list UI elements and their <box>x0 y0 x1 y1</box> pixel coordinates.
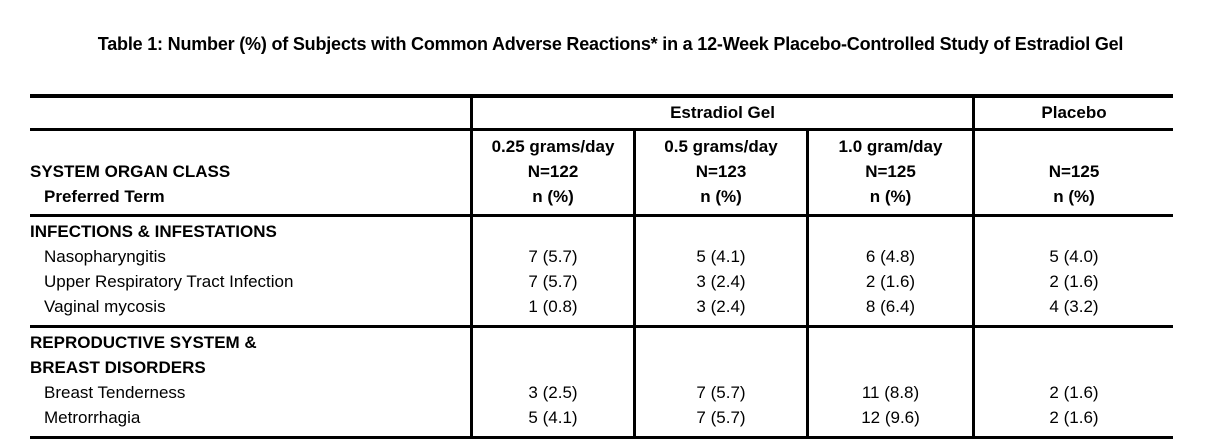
value: 2 (1.6) <box>1049 408 1099 427</box>
dose2-dose: 0.5 grams/day <box>664 137 778 156</box>
value: 8 (6.4) <box>865 297 916 316</box>
column-header-dose2: 0.5 grams/day N=123 n (%) <box>633 131 806 214</box>
spacer-line <box>473 219 633 244</box>
section-infections-dose1-values: 7 (5.7) 7 (5.7) 1 (0.8) <box>470 217 633 325</box>
term: Upper Respiratory Tract Infection <box>44 272 294 291</box>
dose3-unit: n (%) <box>869 187 912 206</box>
spacer-line <box>975 355 1173 380</box>
term: Metrorrhagia <box>44 408 141 427</box>
stub-header-line1: SYSTEM ORGAN CLASS <box>30 162 231 181</box>
section-infections: INFECTIONS & INFESTATIONS Nasopharyngiti… <box>30 217 1173 328</box>
section-header: INFECTIONS & INFESTATIONS <box>30 222 277 241</box>
section-infections-placebo-values: 5 (4.0) 2 (1.6) 4 (3.2) <box>972 217 1173 325</box>
value: 3 (2.5) <box>528 383 578 402</box>
group-header-stub-cell <box>30 98 470 128</box>
value: 11 (8.8) <box>861 383 920 402</box>
spacer-line <box>30 134 470 159</box>
value: 7 (5.7) <box>528 272 578 291</box>
spacer-line <box>473 330 633 355</box>
value: 1 (0.8) <box>528 297 578 316</box>
placebo-n: N=125 <box>1048 162 1100 181</box>
section-reproductive-placebo-values: 2 (1.6) 2 (1.6) <box>972 328 1173 436</box>
value: 7 (5.7) <box>528 247 578 266</box>
value: 5 (4.1) <box>696 247 746 266</box>
value: 7 (5.7) <box>696 383 746 402</box>
column-header-placebo: N=125 n (%) <box>972 131 1173 214</box>
dose1-dose: 0.25 grams/day <box>491 137 615 156</box>
dose1-n: N=122 <box>527 162 579 181</box>
value: 2 (1.6) <box>1049 272 1099 291</box>
value: 5 (4.0) <box>1049 247 1099 266</box>
dose3-n: N=125 <box>865 162 916 181</box>
value: 7 (5.7) <box>696 408 746 427</box>
term: Vaginal mycosis <box>44 297 166 316</box>
column-header-row: SYSTEM ORGAN CLASS Preferred Term 0.25 g… <box>30 131 1173 217</box>
group-header-row: Estradiol Gel Placebo <box>30 98 1173 131</box>
dose1-unit: n (%) <box>532 187 574 206</box>
spacer-line <box>975 134 1173 159</box>
spacer-line <box>975 330 1173 355</box>
stub-header-line2: Preferred Term <box>44 187 165 206</box>
page: Table 1: Number (%) of Subjects with Com… <box>0 32 1221 444</box>
section-reproductive-dose3-values: 11 (8.8) 12 (9.6) <box>806 328 972 436</box>
spacer-line <box>809 330 972 355</box>
section-header: BREAST DISORDERS <box>30 358 206 377</box>
value: 6 (4.8) <box>865 247 916 266</box>
column-header-stub: SYSTEM ORGAN CLASS Preferred Term <box>30 131 470 214</box>
spacer-line <box>473 355 633 380</box>
column-header-dose3: 1.0 gram/day N=125 n (%) <box>806 131 972 214</box>
value: 2 (1.6) <box>865 272 916 291</box>
section-infections-terms: INFECTIONS & INFESTATIONS Nasopharyngiti… <box>30 217 470 325</box>
dose2-unit: n (%) <box>700 187 742 206</box>
value: 5 (4.1) <box>528 408 578 427</box>
value: 12 (9.6) <box>861 408 920 427</box>
section-infections-dose3-values: 6 (4.8) 2 (1.6) 8 (6.4) <box>806 217 972 325</box>
section-infections-dose2-values: 5 (4.1) 3 (2.4) 3 (2.4) <box>633 217 806 325</box>
dose2-n: N=123 <box>695 162 747 181</box>
value: 2 (1.6) <box>1049 383 1099 402</box>
column-header-dose1: 0.25 grams/day N=122 n (%) <box>470 131 633 214</box>
spacer-line <box>636 219 806 244</box>
group-header-placebo: Placebo <box>972 98 1173 128</box>
term: Breast Tenderness <box>44 383 186 402</box>
section-reproductive-dose1-values: 3 (2.5) 5 (4.1) <box>470 328 633 436</box>
section-reproductive-terms: REPRODUCTIVE SYSTEM & BREAST DISORDERS B… <box>30 328 470 436</box>
value: 4 (3.2) <box>1049 297 1099 316</box>
adverse-reactions-table: Estradiol Gel Placebo SYSTEM ORGAN CLASS… <box>30 94 1173 439</box>
section-reproductive: REPRODUCTIVE SYSTEM & BREAST DISORDERS B… <box>30 328 1173 436</box>
spacer-line <box>809 355 972 380</box>
section-header: REPRODUCTIVE SYSTEM & <box>30 333 257 352</box>
spacer-line <box>975 219 1173 244</box>
spacer-line <box>636 355 806 380</box>
value: 3 (2.4) <box>696 272 746 291</box>
spacer-line <box>809 219 972 244</box>
term: Nasopharyngitis <box>44 247 166 266</box>
group-header-estradiol: Estradiol Gel <box>470 98 972 128</box>
placebo-unit: n (%) <box>1053 187 1095 206</box>
section-reproductive-dose2-values: 7 (5.7) 7 (5.7) <box>633 328 806 436</box>
table-title: Table 1: Number (%) of Subjects with Com… <box>97 34 1124 54</box>
value: 3 (2.4) <box>696 297 746 316</box>
spacer-line <box>636 330 806 355</box>
dose3-dose: 1.0 gram/day <box>838 137 943 156</box>
